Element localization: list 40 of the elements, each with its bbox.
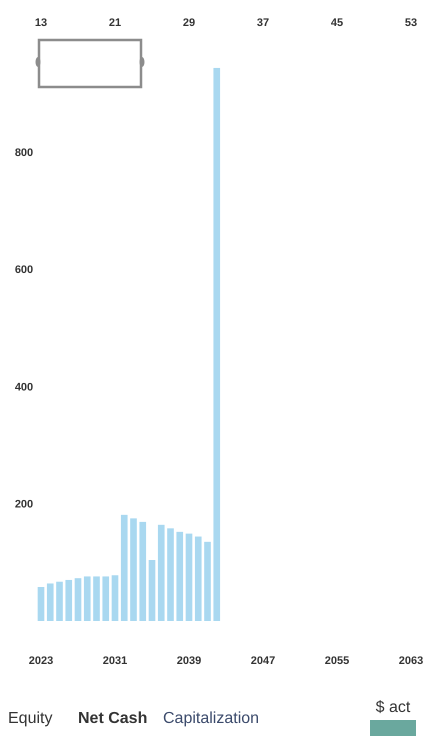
text: $ act xyxy=(376,699,411,716)
bar xyxy=(213,68,220,621)
x-tick-label: 2047 xyxy=(250,655,276,667)
x2-tick-label: 13 xyxy=(34,17,48,29)
y-tick-label: 200 xyxy=(14,498,34,511)
bar xyxy=(74,578,82,621)
x-tick-label: 2063 xyxy=(398,655,424,667)
bar xyxy=(148,560,156,621)
y-tick-label: 800 xyxy=(14,146,34,159)
x-tick-label: 2023 xyxy=(28,655,54,667)
bar xyxy=(130,518,137,621)
x-tick-label: 2055 xyxy=(324,655,350,667)
x-tick-label: 2039 xyxy=(176,655,202,667)
text: Equity xyxy=(8,710,52,727)
bar xyxy=(167,528,174,621)
bar xyxy=(56,582,63,621)
bar xyxy=(84,576,91,621)
bar xyxy=(158,524,165,621)
bar xyxy=(139,522,146,621)
bar xyxy=(112,575,118,621)
bar xyxy=(194,536,202,621)
y-tick-label: 400 xyxy=(14,381,34,394)
bar xyxy=(120,514,128,621)
bar xyxy=(93,576,100,621)
x2-tick-label: 21 xyxy=(108,17,122,29)
text: Net Cash xyxy=(78,710,148,727)
x2-tick-label: 45 xyxy=(330,17,344,29)
x2-tick-label: 53 xyxy=(404,17,418,29)
y-tick-label: 600 xyxy=(14,264,34,276)
x2-tick-label: 29 xyxy=(182,17,196,29)
bar xyxy=(46,583,54,621)
bar xyxy=(102,576,110,621)
bar xyxy=(38,586,44,621)
bar xyxy=(65,580,72,621)
x-tick-label: 2031 xyxy=(102,655,128,667)
bar xyxy=(204,542,211,621)
text: Capitalization xyxy=(163,710,260,727)
x2-tick-label: 37 xyxy=(256,17,270,29)
bar xyxy=(176,532,184,621)
bar xyxy=(186,534,192,621)
